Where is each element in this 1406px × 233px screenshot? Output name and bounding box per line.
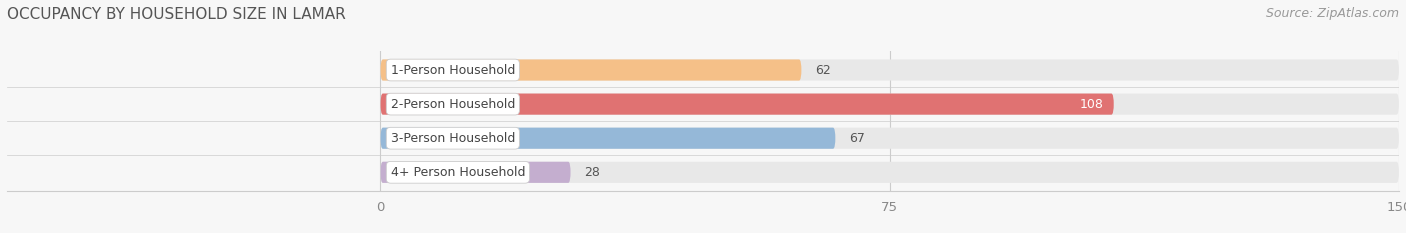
Text: 1-Person Household: 1-Person Household [391,64,515,76]
Text: 4+ Person Household: 4+ Person Household [391,166,526,179]
FancyBboxPatch shape [381,93,1114,115]
FancyBboxPatch shape [381,59,1399,81]
Text: Source: ZipAtlas.com: Source: ZipAtlas.com [1265,7,1399,20]
FancyBboxPatch shape [381,59,801,81]
Text: 3-Person Household: 3-Person Household [391,132,515,145]
Text: 108: 108 [1080,98,1104,111]
FancyBboxPatch shape [381,128,1399,149]
Text: 67: 67 [849,132,865,145]
FancyBboxPatch shape [381,93,1399,115]
Text: OCCUPANCY BY HOUSEHOLD SIZE IN LAMAR: OCCUPANCY BY HOUSEHOLD SIZE IN LAMAR [7,7,346,22]
Text: 28: 28 [583,166,600,179]
FancyBboxPatch shape [381,128,835,149]
Text: 2-Person Household: 2-Person Household [391,98,515,111]
FancyBboxPatch shape [381,162,571,183]
FancyBboxPatch shape [381,162,1399,183]
Text: 62: 62 [815,64,831,76]
